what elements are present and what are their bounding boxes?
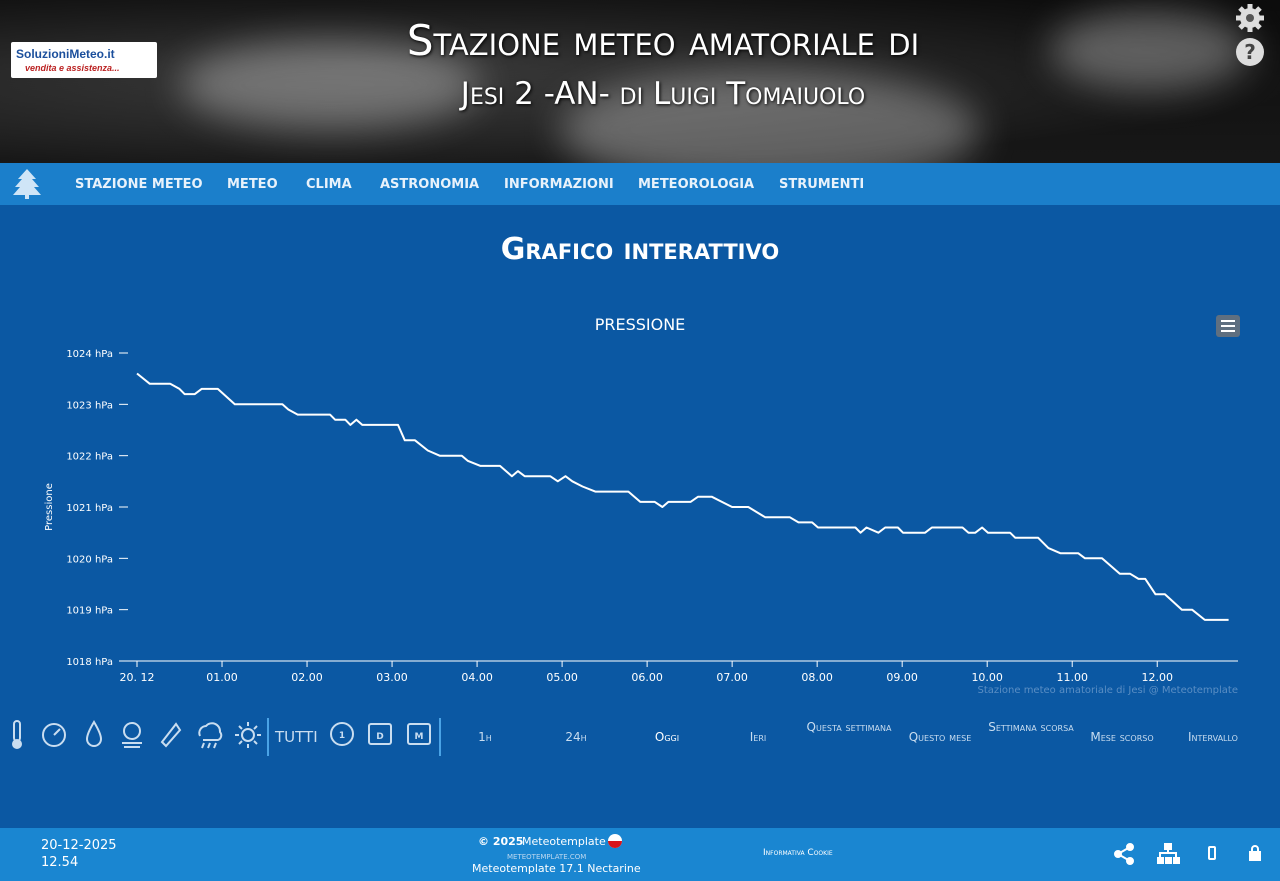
nav-item[interactable]: INFORMAZIONI: [504, 177, 614, 192]
nav-item[interactable]: STRUMENTI: [779, 177, 865, 192]
home-icon[interactable]: [12, 168, 42, 200]
x-tick-label: 06.00: [631, 671, 663, 684]
x-tick-label: 01.00: [206, 671, 238, 684]
menu-button[interactable]: [1216, 315, 1240, 337]
day-icon[interactable]: [368, 723, 392, 745]
rain-icon[interactable]: [198, 722, 223, 749]
x-tick-label: 20. 12: [120, 671, 155, 684]
x-tick-label: 09.00: [886, 671, 918, 684]
footer-date: 20-12-2025: [41, 838, 117, 853]
logo-name: SoluzioniMeteo.it: [16, 47, 115, 61]
logo-tagline: vendita e assistenza...: [25, 63, 120, 73]
range-button[interactable]: Questa settimana: [806, 720, 892, 734]
month-icon-mark: M: [415, 732, 424, 742]
footer-copyright: © 2025: [478, 835, 524, 848]
day-icon-mark: D: [376, 732, 383, 742]
month-icon[interactable]: [407, 723, 431, 745]
sensor-icons: 1 D M: [12, 718, 441, 756]
chart-controls: 1 D M TUTTI 1h 24h Oggi Ieri Questa settiman…: [0, 712, 1280, 772]
footer-brand[interactable]: Meteotemplate: [522, 835, 606, 848]
header-icons: ?: [1236, 4, 1264, 66]
nav-bar: STAZIONE METEO METEO CLIMA ASTRONOMIA INFORM…: [0, 163, 1280, 205]
cloud: [560, 70, 980, 163]
site-subtitle: Jesi 2 -AN- di Luigi Tomaiuolo: [460, 76, 866, 112]
all-button[interactable]: TUTTI: [275, 728, 318, 746]
nav-item[interactable]: STAZIONE METEO: [75, 177, 203, 192]
x-tick-label: 04.00: [461, 671, 493, 684]
range-button[interactable]: Questo mese: [908, 730, 972, 744]
x-tick-label: 12.00: [1141, 671, 1173, 684]
y-tick-label: 1022 hPa: [66, 452, 113, 463]
nav-item[interactable]: METEOROLOGIA: [638, 177, 755, 192]
y-tick-label: 1018 hPa: [66, 657, 113, 668]
wind-icon[interactable]: [122, 722, 142, 748]
y-tick-label: 1019 hPa: [66, 606, 113, 617]
chart: PRESSIONE Pressione Stazione meteo amato…: [44, 315, 1240, 696]
range-button[interactable]: 24h: [565, 730, 587, 744]
cookie-link[interactable]: Informativa Cookie: [763, 848, 833, 858]
x-tick-label: 08.00: [801, 671, 833, 684]
footer-version: Meteotemplate 17.1 Nectarine: [472, 862, 641, 875]
y-tick-label: 1023 hPa: [66, 400, 113, 411]
share-icon[interactable]: [1114, 843, 1134, 865]
hour-icon[interactable]: [330, 722, 354, 746]
x-tick-label: 05.00: [546, 671, 578, 684]
y-tick-label: 1021 hPa: [66, 503, 113, 514]
x-tick-label: 03.00: [376, 671, 408, 684]
x-tick-label: 02.00: [291, 671, 323, 684]
logo[interactable]: SoluzioniMeteo.it vendita e assistenza..…: [11, 42, 157, 78]
settings-icon[interactable]: [1236, 4, 1264, 32]
humidity-icon[interactable]: [85, 720, 103, 747]
nav-item[interactable]: ASTRONOMIA: [380, 177, 480, 192]
nav-item[interactable]: CLIMA: [306, 177, 352, 192]
pressure-line: [136, 372, 1229, 621]
range-button[interactable]: Settimana scorsa: [988, 720, 1074, 734]
wind-direction-icon[interactable]: [160, 722, 182, 748]
range-button[interactable]: 1h: [478, 730, 492, 744]
lock-icon[interactable]: [1249, 845, 1261, 861]
x-tick-label: 10.00: [971, 671, 1003, 684]
footer: 20-12-2025 12.54 © 2025 Meteotemplate me…: [0, 828, 1280, 881]
y-tick-label: 1024 hPa: [66, 349, 113, 360]
chart-title: PRESSIONE: [595, 315, 686, 334]
x-tick-label: 11.00: [1056, 671, 1088, 684]
range-button[interactable]: Oggi: [654, 730, 680, 744]
range-button[interactable]: Intervallo: [1188, 730, 1238, 744]
solar-icon[interactable]: [235, 722, 261, 748]
footer-site[interactable]: meteotemplate.com: [507, 853, 587, 861]
range-button[interactable]: Mese scorso: [1090, 730, 1154, 744]
range-button[interactable]: Ieri: [749, 730, 767, 744]
x-tick-label: 07.00: [716, 671, 748, 684]
site-title: Stazione meteo amatoriale di: [406, 16, 920, 65]
footer-icons: [1114, 843, 1261, 865]
footer-time: 12.54: [41, 855, 79, 870]
cloud: [180, 40, 480, 130]
mobile-icon[interactable]: [1208, 846, 1216, 860]
page-title: Grafico interattivo: [500, 232, 780, 267]
cloud: [1050, 10, 1250, 90]
header: SoluzioniMeteo.it vendita e assistenza..…: [0, 0, 1280, 163]
temperature-icon[interactable]: [12, 720, 22, 749]
y-tick-label: 1020 hPa: [66, 554, 113, 565]
chart-credit: Stazione meteo amatoriale di Jesi @ Mete…: [977, 685, 1238, 696]
y-axis-title: Pressione: [44, 483, 55, 531]
sitemap-icon[interactable]: [1157, 843, 1180, 864]
svg-text:?: ?: [1244, 40, 1256, 64]
hour-icon-mark: 1: [339, 731, 345, 741]
nav-item[interactable]: METEO: [227, 177, 278, 192]
flag-icon: [608, 834, 622, 848]
help-icon[interactable]: ?: [1236, 38, 1264, 66]
pressure-icon[interactable]: [42, 723, 66, 747]
